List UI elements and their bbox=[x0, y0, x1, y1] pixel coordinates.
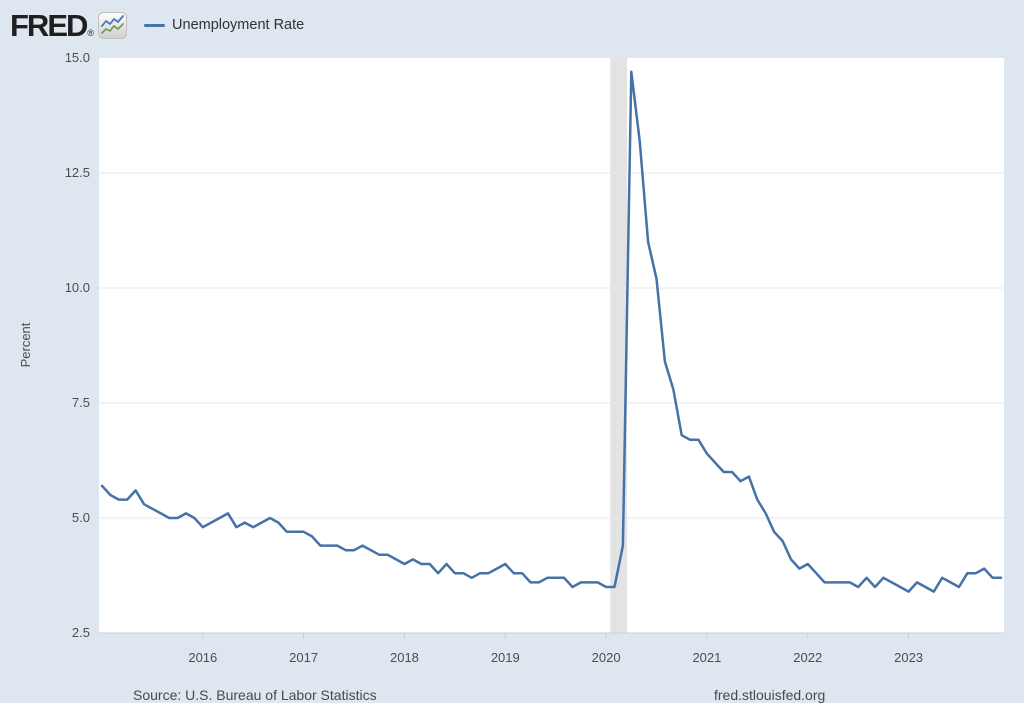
x-axis-tick-label: 2020 bbox=[591, 650, 621, 665]
fred-logo-text: FRED bbox=[10, 7, 88, 43]
legend-item-unemployment-rate[interactable]: Unemployment Rate bbox=[144, 17, 304, 33]
unemployment-rate-line bbox=[100, 70, 1003, 593]
x-axis-tick-label: 2022 bbox=[793, 650, 823, 665]
x-axis-tick-label: 2017 bbox=[289, 650, 319, 665]
recession-band bbox=[610, 58, 628, 633]
plot-area[interactable] bbox=[99, 58, 1004, 633]
registered-trademark: ® bbox=[87, 27, 95, 38]
fred-sparkline-icon bbox=[98, 11, 128, 39]
x-axis-tick-label: 2016 bbox=[188, 650, 218, 665]
x-axis-tick-label: 2019 bbox=[490, 650, 520, 665]
chart-header: FRED ® Unemployment Rate bbox=[10, 7, 304, 43]
y-axis-tick-label: 7.5 bbox=[71, 395, 90, 410]
fred-logo[interactable]: FRED ® bbox=[10, 7, 128, 43]
x-axis-tick-label: 2021 bbox=[692, 650, 722, 665]
y-axis-tick-label: 10.0 bbox=[64, 280, 90, 295]
y-axis-tick-label: 12.5 bbox=[64, 165, 90, 180]
y-axis-tick-label: 2.5 bbox=[71, 625, 90, 640]
source-attribution: Source: U.S. Bureau of Labor Statistics bbox=[133, 687, 377, 703]
legend-line-swatch bbox=[144, 23, 166, 27]
fred-site-link[interactable]: fred.stlouisfed.org bbox=[714, 687, 826, 703]
bottom-white-strip bbox=[0, 703, 1024, 710]
y-axis-tick-label: 5.0 bbox=[71, 510, 90, 525]
x-axis-tick-label: 2018 bbox=[389, 650, 419, 665]
y-axis-tick-label: 15.0 bbox=[64, 50, 90, 65]
x-axis-tick-label: 2023 bbox=[894, 650, 924, 665]
y-axis-title: Percent bbox=[18, 322, 33, 368]
legend-label: Unemployment Rate bbox=[172, 17, 305, 33]
